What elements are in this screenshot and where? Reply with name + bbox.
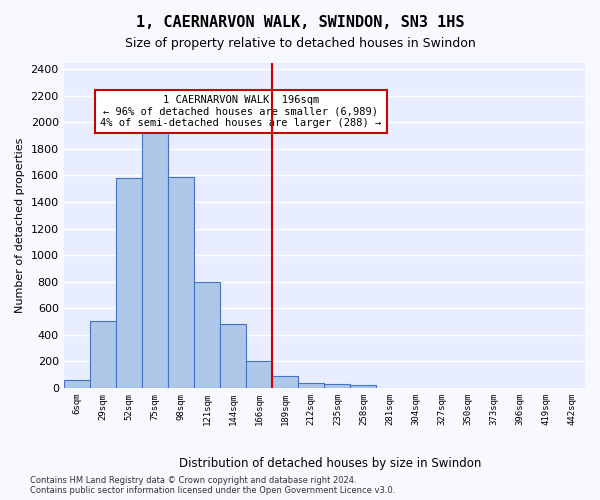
Bar — [325, 384, 350, 388]
Y-axis label: Number of detached properties: Number of detached properties — [15, 138, 25, 313]
Text: Distribution of detached houses by size in Swindon: Distribution of detached houses by size … — [179, 458, 481, 470]
Bar — [64, 380, 90, 388]
Bar — [194, 282, 220, 388]
Bar — [90, 322, 116, 388]
Bar — [350, 385, 376, 388]
Text: Contains HM Land Registry data © Crown copyright and database right 2024.: Contains HM Land Registry data © Crown c… — [30, 476, 356, 485]
Text: 1, CAERNARVON WALK, SWINDON, SN3 1HS: 1, CAERNARVON WALK, SWINDON, SN3 1HS — [136, 15, 464, 30]
Bar — [272, 376, 298, 388]
Text: Contains public sector information licensed under the Open Government Licence v3: Contains public sector information licen… — [30, 486, 395, 495]
Text: 1 CAERNARVON WALK: 196sqm
← 96% of detached houses are smaller (6,989)
4% of sem: 1 CAERNARVON WALK: 196sqm ← 96% of detac… — [100, 95, 382, 128]
Bar — [246, 362, 272, 388]
Text: Size of property relative to detached houses in Swindon: Size of property relative to detached ho… — [125, 38, 475, 51]
Bar — [220, 324, 246, 388]
Bar — [168, 176, 194, 388]
Bar — [298, 382, 325, 388]
Bar — [116, 178, 142, 388]
Bar — [142, 129, 168, 388]
